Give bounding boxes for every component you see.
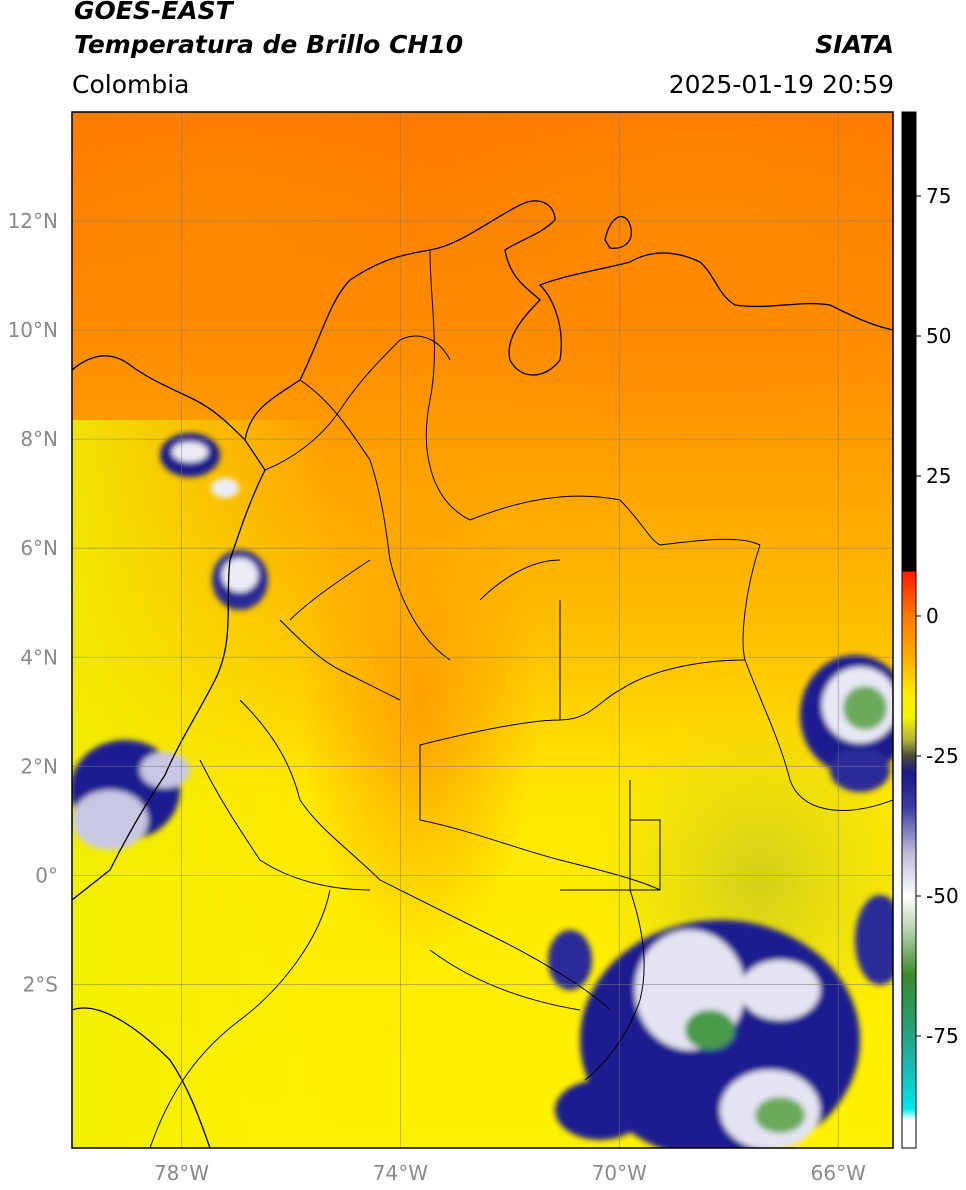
region-label: Colombia [72,70,190,99]
admin-boundaries [149,249,893,1148]
y-tick-label: 12°N [8,209,58,233]
x-axis-ticks: 78°W 74°W 70°W 66°W [154,1161,866,1185]
y-tick-label: 2°S [23,972,58,996]
satellite-title: GOES-EAST [74,0,233,25]
cloud-cluster-southeast [548,895,893,1148]
x-tick-label: 66°W [811,1161,866,1185]
colorbar-tick-label: -75 [926,1024,959,1048]
product-title: Temperatura de Brillo CH10 [74,30,464,59]
y-tick-label: 0° [35,863,58,887]
x-tick-label: 70°W [592,1161,647,1185]
x-tick-label: 78°W [154,1161,209,1185]
datetime-label: 2025-01-19 20:59 [668,70,894,99]
colorbar-tick-label: 25 [926,464,951,488]
colorbar-tick-label: 0 [926,604,939,628]
y-tick-label: 6°N [20,536,58,560]
map-frame [71,111,894,1149]
colorbar-tick-label: -25 [926,744,959,768]
y-axis-ticks: 12°N 10°N 8°N 6°N 4°N 2°N 0° 2°S [8,209,58,996]
y-tick-label: 2°N [20,754,58,778]
map-area [72,112,893,1148]
colorbar: 75 50 25 0 -25 -50 -75 [901,111,959,1149]
grid-lines [72,112,893,1148]
x-tick-label: 74°W [373,1161,428,1185]
y-tick-label: 8°N [20,427,58,451]
y-tick-label: 4°N [20,645,58,669]
cloud-cluster-west [72,433,268,850]
coastlines [72,200,893,1148]
colorbar-frame [901,111,917,1149]
organization-label: SIATA [815,30,894,59]
cloud-cluster-east [800,655,893,792]
y-tick-label: 10°N [8,318,58,342]
colorbar-tick-label: 75 [926,184,951,208]
colorbar-tick-label: 50 [926,324,951,348]
colorbar-scale [902,112,916,1148]
colorbar-tick-label: -50 [926,884,959,908]
